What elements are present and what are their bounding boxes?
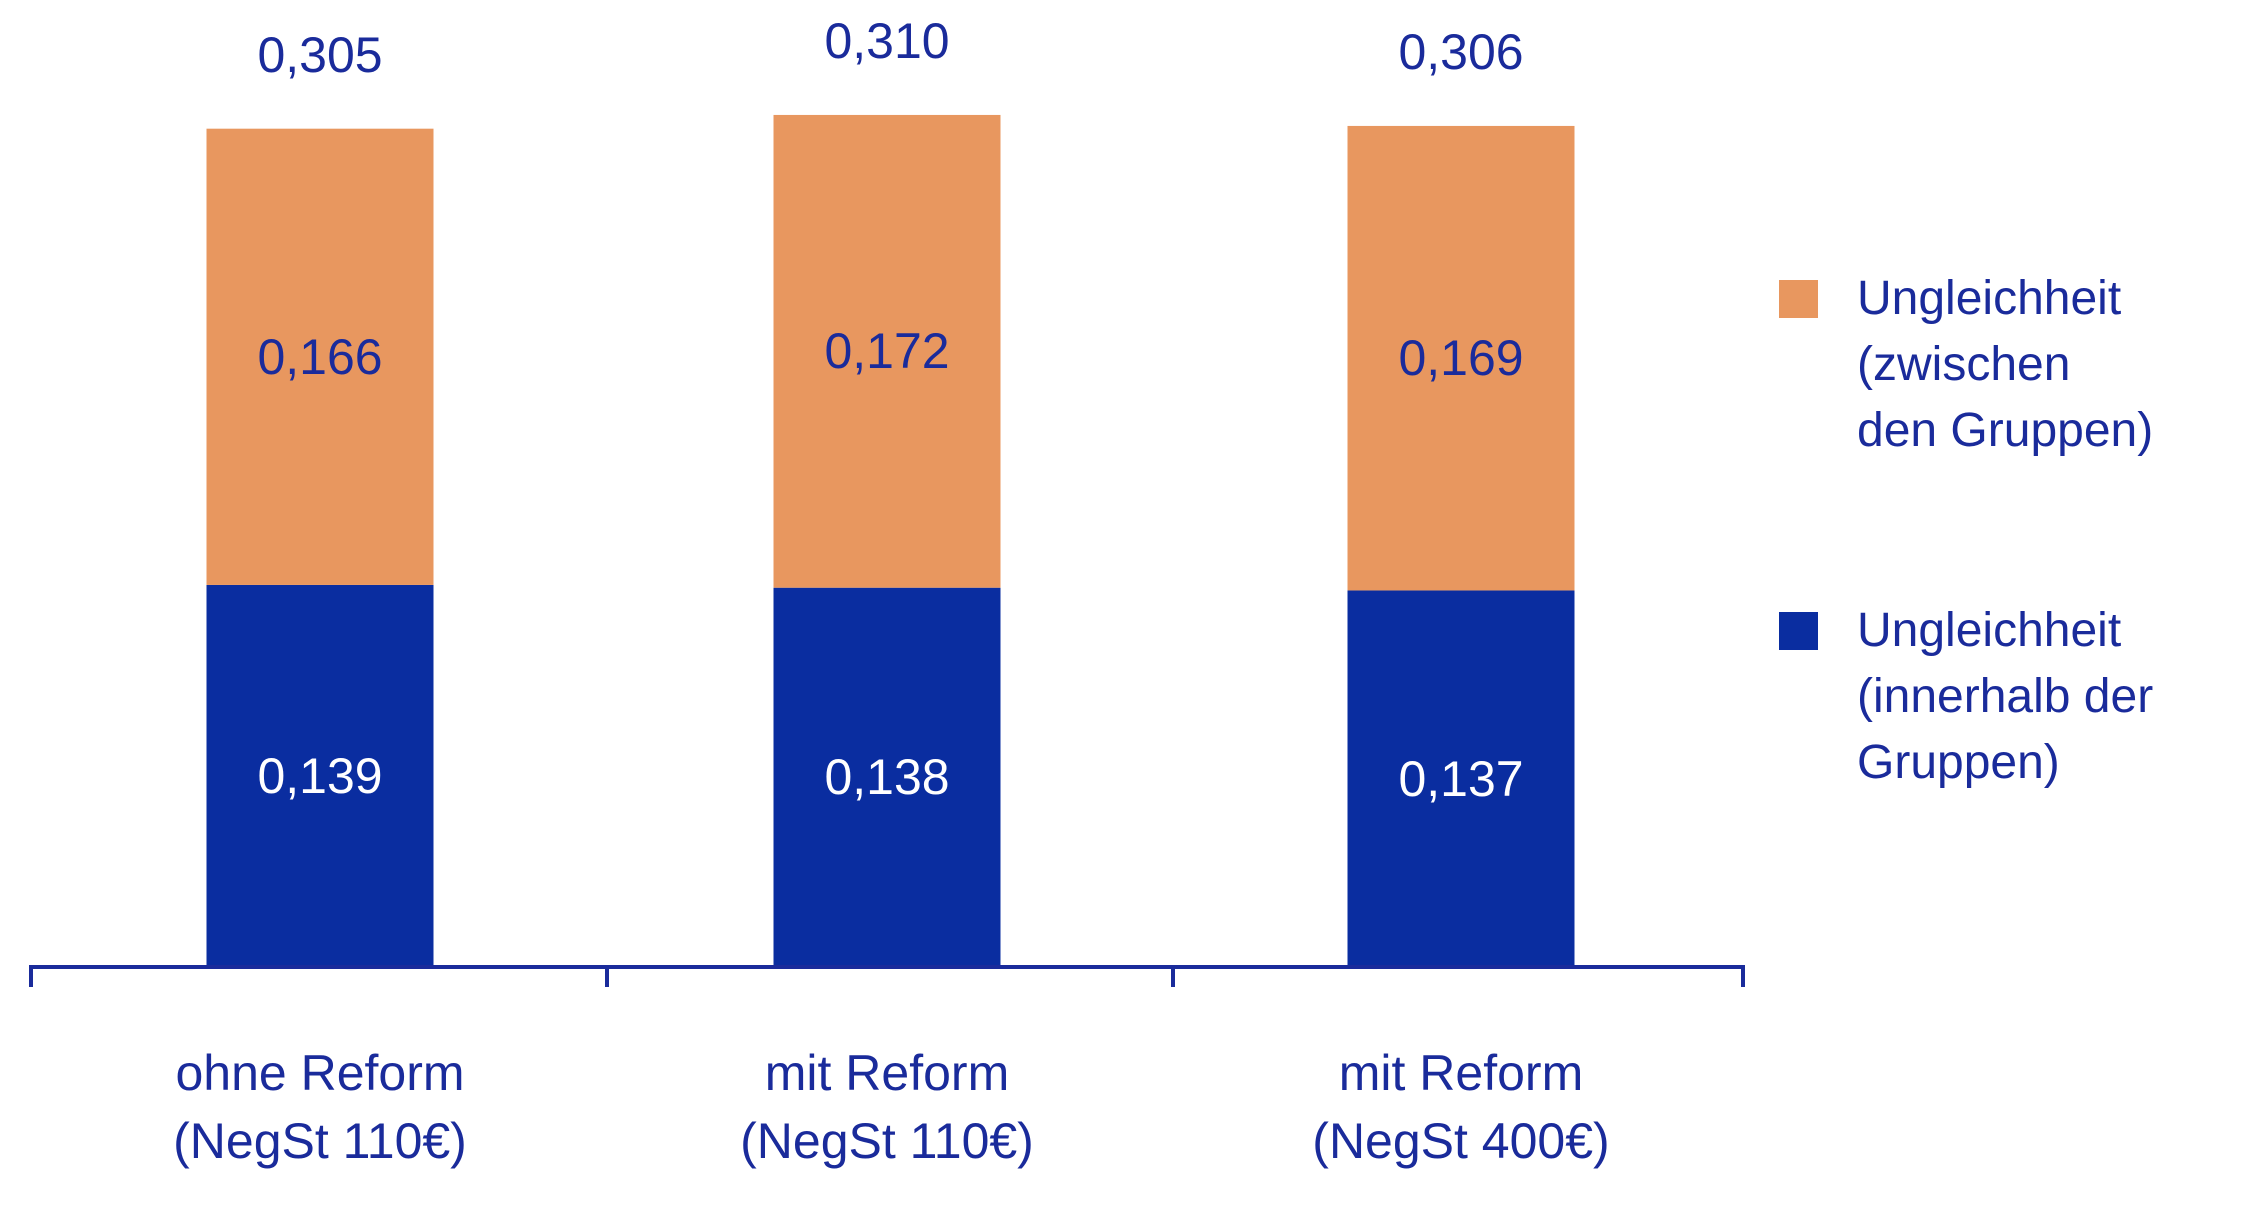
bar-segment	[1347, 125, 1575, 591]
bar-segment	[206, 584, 434, 967]
value-label: 0,166	[257, 328, 383, 385]
value-label: 0,137	[1398, 750, 1524, 807]
legend-label: Ungleichheit (zwischen den Gruppen)	[1857, 272, 2154, 457]
total-label: 0,306	[1398, 23, 1524, 80]
bar-segment	[773, 587, 1001, 967]
value-label: 0,169	[1398, 330, 1524, 387]
x-tick-label: mit Reform (NegSt 110€)	[740, 1045, 1034, 1169]
x-tick-label: ohne Reform (NegSt 110€)	[173, 1045, 467, 1169]
value-label: 0,172	[824, 323, 950, 380]
bar-segment	[1347, 590, 1575, 967]
legend-swatch	[1779, 612, 1818, 650]
bar-segment	[773, 114, 1001, 588]
value-label: 0,139	[257, 747, 383, 804]
total-label: 0,310	[824, 12, 950, 69]
value-label: 0,138	[824, 749, 950, 806]
x-tick-label: mit Reform (NegSt 400€)	[1312, 1045, 1610, 1169]
legend-label: Ungleichheit (innerhalb der Gruppen)	[1857, 604, 2154, 789]
bar-segment	[206, 128, 434, 585]
legend-swatch	[1779, 280, 1818, 318]
total-label: 0,305	[257, 26, 383, 83]
